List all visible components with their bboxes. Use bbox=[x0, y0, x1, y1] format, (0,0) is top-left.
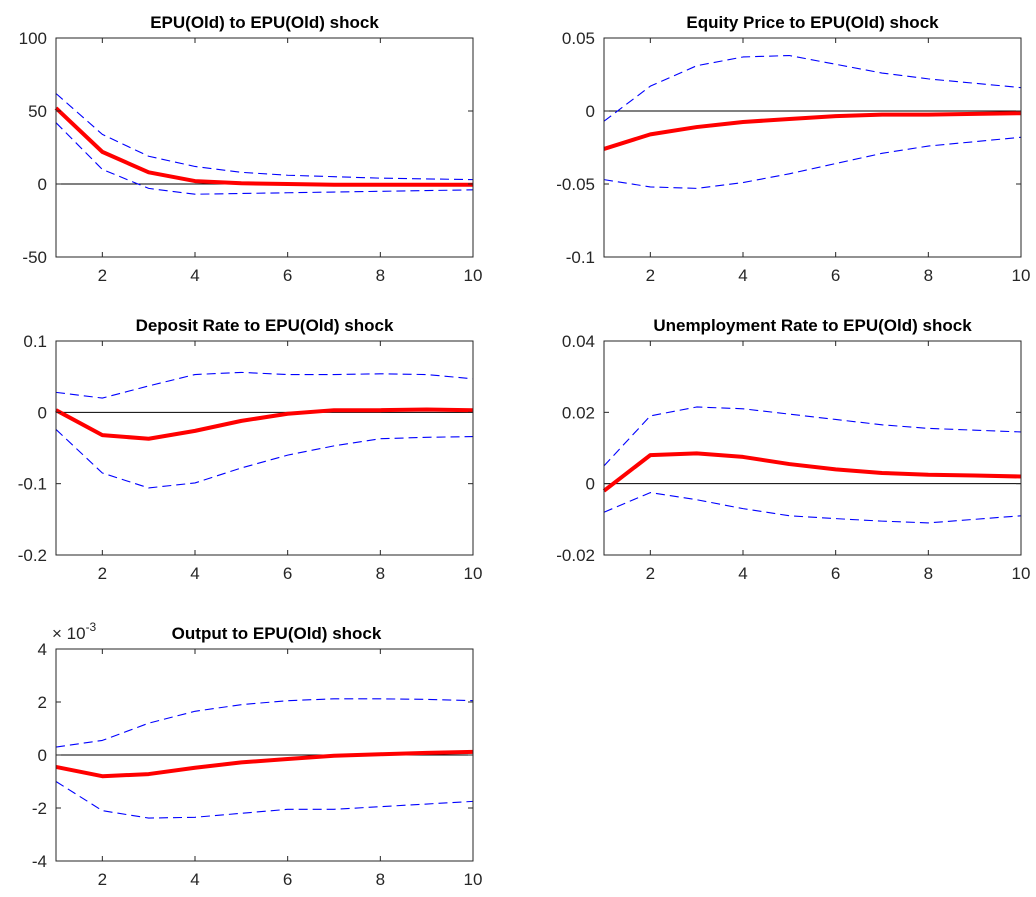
y-tick-label: -0.05 bbox=[556, 175, 595, 194]
x-tick-label: 2 bbox=[98, 266, 107, 285]
x-tick-label: 8 bbox=[924, 266, 933, 285]
chart-panel-3: 2 4 6 8 10 -0.2 -0.1 0 0.1 Deposit Rate to EPU(Ol… bbox=[18, 316, 483, 583]
y-tick-label: 50 bbox=[28, 102, 47, 121]
y-tick-label: 0 bbox=[38, 746, 47, 765]
y-tick-label: 100 bbox=[19, 29, 47, 48]
y-tick-label: 0.05 bbox=[562, 29, 595, 48]
x-tick-label: 4 bbox=[190, 266, 199, 285]
x-tick-label: 6 bbox=[283, 564, 292, 583]
x-tick-label: 4 bbox=[190, 870, 199, 889]
y-exponent-label: × 10-3 bbox=[52, 620, 97, 643]
y-tick-label: 0.04 bbox=[562, 332, 595, 351]
y-tick-label: -4 bbox=[32, 852, 47, 871]
y-tick-label: -2 bbox=[32, 799, 47, 818]
series-line-response bbox=[54, 106, 473, 187]
x-tick-label: 6 bbox=[831, 266, 840, 285]
x-tick-label: 8 bbox=[376, 870, 385, 889]
series-line-upper bbox=[55, 371, 474, 399]
y-tick-label: 0.1 bbox=[23, 332, 47, 351]
y-tick-label: -0.1 bbox=[566, 248, 595, 267]
chart-panel-1: 2 4 6 8 10 -50 0 50 100 EPU(Old) to EPU(Old) shoc… bbox=[19, 13, 483, 285]
y-tick-label: -0.2 bbox=[18, 546, 47, 565]
x-tick-label: 2 bbox=[98, 870, 107, 889]
plot-area bbox=[56, 38, 473, 257]
series-line-upper bbox=[55, 93, 474, 181]
axes-box bbox=[603, 37, 1022, 258]
series-line-upper bbox=[55, 698, 474, 748]
series-line-upper bbox=[603, 406, 1022, 467]
x-tick-label: 10 bbox=[1012, 564, 1031, 583]
chart-title: Output to EPU(Old) shock bbox=[172, 624, 382, 643]
x-tick-label: 10 bbox=[464, 266, 483, 285]
x-tick-label: 6 bbox=[283, 266, 292, 285]
series-line-upper bbox=[603, 54, 1022, 122]
x-tick-label: 8 bbox=[376, 266, 385, 285]
x-tick-label: 8 bbox=[376, 564, 385, 583]
y-tick-label: -0.02 bbox=[556, 546, 595, 565]
x-tick-label: 4 bbox=[190, 564, 199, 583]
plot-area bbox=[604, 341, 1021, 555]
series-line-lower bbox=[603, 492, 1022, 524]
chart-panel-5: 2 4 6 8 10 -4 -2 0 2 4 Output to EPU(Old) shock × 1… bbox=[32, 620, 483, 889]
chart-panel-4: 2 4 6 8 10 -0.02 0 0.02 0.04 Unemployment Rate to… bbox=[556, 316, 1030, 583]
x-tick-label: 4 bbox=[738, 266, 747, 285]
series-line-response bbox=[55, 407, 474, 441]
y-tick-label: 0 bbox=[586, 102, 595, 121]
chart-title: Equity Price to EPU(Old) shock bbox=[686, 13, 939, 32]
series-line-response bbox=[55, 749, 474, 779]
chart-title: Unemployment Rate to EPU(Old) shock bbox=[653, 316, 972, 335]
y-tick-label: -50 bbox=[22, 248, 47, 267]
x-tick-label: 2 bbox=[646, 564, 655, 583]
y-tick-label: 4 bbox=[38, 640, 47, 659]
series-line-lower bbox=[55, 429, 474, 489]
x-tick-label: 10 bbox=[464, 564, 483, 583]
series-line-lower bbox=[603, 136, 1022, 189]
axes-box bbox=[55, 37, 474, 258]
series-line-response bbox=[603, 111, 1022, 151]
x-tick-label: 10 bbox=[1012, 266, 1031, 285]
x-tick-label: 10 bbox=[464, 870, 483, 889]
y-tick-label: 2 bbox=[38, 693, 47, 712]
y-tick-label: 0 bbox=[38, 403, 47, 422]
x-tick-label: 8 bbox=[924, 564, 933, 583]
y-tick-label: 0 bbox=[38, 175, 47, 194]
y-tick-label: 0 bbox=[586, 475, 595, 494]
x-tick-label: 2 bbox=[98, 564, 107, 583]
x-tick-label: 6 bbox=[283, 870, 292, 889]
x-tick-label: 6 bbox=[831, 564, 840, 583]
y-tick-label: 0.02 bbox=[562, 403, 595, 422]
chart-title: EPU(Old) to EPU(Old) shock bbox=[150, 13, 379, 32]
y-tick-label: -0.1 bbox=[18, 475, 47, 494]
axes-box bbox=[603, 340, 1022, 556]
plot-area bbox=[56, 341, 473, 555]
chart-title: Deposit Rate to EPU(Old) shock bbox=[136, 316, 394, 335]
chart-panel-2: 2 4 6 8 10 -0.1 -0.05 0 0.05 Equity Price to EPU(… bbox=[556, 13, 1030, 285]
x-tick-label: 4 bbox=[738, 564, 747, 583]
series-line-lower bbox=[55, 781, 474, 819]
x-tick-label: 2 bbox=[646, 266, 655, 285]
plot-area bbox=[604, 38, 1021, 257]
axes-box bbox=[55, 340, 474, 556]
series-line-lower bbox=[55, 122, 474, 195]
series-line-response bbox=[602, 451, 1022, 493]
